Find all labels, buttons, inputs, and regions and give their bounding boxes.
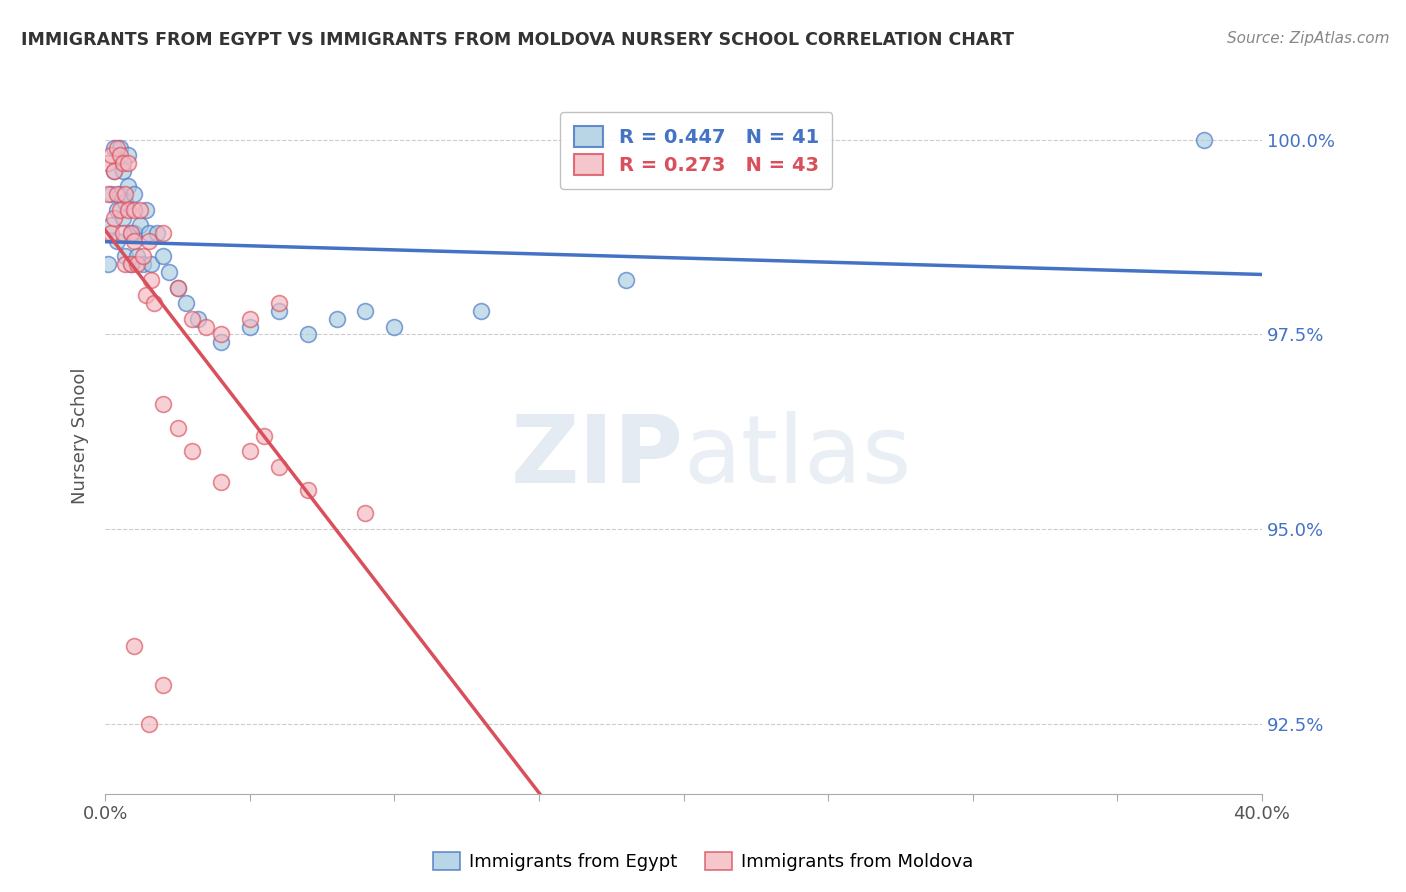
Point [97, 187, 120, 202]
Point [166, 280, 188, 294]
Point [181, 311, 204, 326]
Point [122, 187, 145, 202]
Point [100, 148, 122, 162]
Y-axis label: Nursery School: Nursery School [72, 368, 89, 504]
Point [267, 459, 290, 474]
Text: ZIP: ZIP [510, 411, 683, 503]
Point [135, 202, 157, 217]
Point [138, 716, 160, 731]
Point [114, 250, 136, 264]
Point [239, 319, 262, 334]
Point [325, 311, 347, 326]
Point [117, 179, 139, 194]
Point [103, 211, 125, 225]
Text: Source: ZipAtlas.com: Source: ZipAtlas.com [1226, 31, 1389, 46]
Point [108, 202, 131, 217]
Point [103, 164, 125, 178]
Legend: R = 0.447   N = 41, R = 0.273   N = 43: R = 0.447 N = 41, R = 0.273 N = 43 [560, 112, 832, 188]
Point [138, 226, 160, 240]
Point [152, 226, 174, 240]
Point [122, 202, 145, 217]
Point [152, 678, 174, 692]
Point [122, 234, 145, 248]
Point [143, 296, 166, 310]
Point [187, 311, 209, 326]
Point [122, 226, 145, 240]
Point [108, 140, 131, 154]
Point [103, 164, 125, 178]
Point [100, 219, 122, 233]
Point [114, 257, 136, 271]
Point [97, 156, 120, 170]
Point [297, 327, 319, 342]
Point [181, 444, 204, 458]
Point [152, 397, 174, 411]
Point [135, 288, 157, 302]
Point [166, 421, 188, 435]
Point [122, 639, 145, 653]
Point [470, 304, 492, 318]
Point [253, 428, 276, 442]
Point [152, 250, 174, 264]
Point [125, 250, 148, 264]
Point [105, 202, 128, 217]
Point [111, 164, 134, 178]
Point [120, 226, 142, 240]
Text: atlas: atlas [683, 411, 912, 503]
Point [174, 296, 197, 310]
Point [105, 234, 128, 248]
Point [132, 257, 155, 271]
Point [209, 335, 232, 350]
Point [120, 257, 142, 271]
Point [117, 148, 139, 162]
Point [614, 273, 637, 287]
Point [138, 234, 160, 248]
Point [117, 202, 139, 217]
Point [100, 226, 122, 240]
Point [105, 140, 128, 154]
Point [103, 140, 125, 154]
Point [129, 219, 152, 233]
Point [111, 211, 134, 225]
Point [114, 187, 136, 202]
Point [239, 444, 262, 458]
Legend: Immigrants from Egypt, Immigrants from Moldova: Immigrants from Egypt, Immigrants from M… [426, 845, 980, 879]
Point [157, 265, 180, 279]
Point [111, 226, 134, 240]
Point [354, 507, 377, 521]
Point [100, 187, 122, 202]
Point [114, 194, 136, 209]
Point [132, 250, 155, 264]
Point [108, 187, 131, 202]
Point [146, 226, 169, 240]
Point [267, 304, 290, 318]
Text: IMMIGRANTS FROM EGYPT VS IMMIGRANTS FROM MOLDOVA NURSERY SCHOOL CORRELATION CHAR: IMMIGRANTS FROM EGYPT VS IMMIGRANTS FROM… [21, 31, 1014, 49]
Point [1192, 133, 1215, 147]
Point [209, 327, 232, 342]
Point [297, 483, 319, 497]
Point [117, 156, 139, 170]
Point [166, 280, 188, 294]
Point [267, 296, 290, 310]
Point [239, 311, 262, 326]
Point [141, 257, 163, 271]
Point [125, 257, 148, 271]
Point [209, 475, 232, 490]
Point [195, 319, 218, 334]
Point [120, 226, 142, 240]
Point [111, 156, 134, 170]
Point [129, 202, 152, 217]
Point [141, 273, 163, 287]
Point [97, 257, 120, 271]
Point [384, 319, 406, 334]
Point [108, 148, 131, 162]
Point [354, 304, 377, 318]
Point [120, 257, 142, 271]
Point [105, 187, 128, 202]
